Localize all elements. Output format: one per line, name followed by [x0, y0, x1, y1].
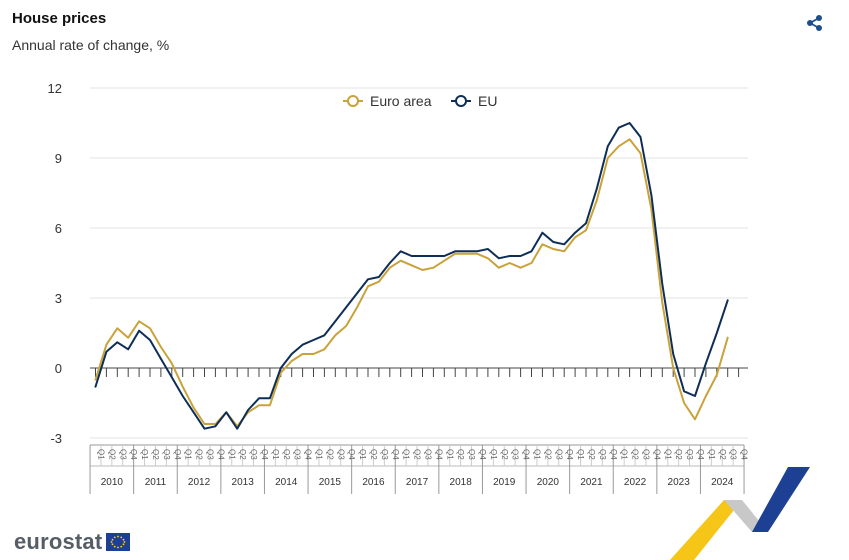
share-button[interactable]: [804, 12, 826, 34]
quarter-tick-label: Q4: [522, 449, 531, 460]
quarter-tick-label: Q3: [249, 449, 258, 460]
quarter-tick-label: Q1: [227, 449, 236, 460]
quarter-tick-label: Q3: [162, 449, 171, 460]
quarter-tick-label: Q4: [434, 449, 443, 460]
quarter-tick-label: Q4: [740, 449, 749, 460]
year-tick-label: 2021: [580, 477, 603, 488]
quarter-tick-label: Q2: [413, 449, 422, 460]
quarter-tick-label: Q3: [336, 449, 345, 460]
quarter-tick-label: Q4: [652, 449, 661, 460]
year-tick-label: 2011: [145, 477, 167, 488]
quarter-tick-label: Q3: [118, 449, 127, 460]
quarter-tick-label: Q4: [565, 449, 574, 460]
quarter-tick-label: Q1: [489, 449, 498, 460]
y-tick-label: 0: [55, 361, 62, 376]
quarter-tick-label: Q1: [358, 449, 367, 460]
quarter-tick-label: Q4: [391, 449, 400, 460]
quarter-tick-label: Q1: [620, 449, 629, 460]
decorative-chevron-graphic: [670, 467, 810, 560]
quarter-tick-label: Q4: [696, 449, 705, 460]
y-tick-label: 12: [48, 81, 62, 96]
year-tick-label: 2019: [493, 477, 516, 488]
quarter-tick-label: Q3: [206, 449, 215, 460]
quarter-tick-label: Q3: [685, 449, 694, 460]
year-tick-label: 2023: [668, 477, 691, 488]
quarter-tick-label: Q2: [543, 449, 552, 460]
quarter-tick-label: Q3: [511, 449, 520, 460]
quarter-tick-label: Q2: [674, 449, 683, 460]
quarter-tick-label: Q4: [347, 449, 356, 460]
quarter-tick-label: Q1: [402, 449, 411, 460]
year-tick-label: 2024: [711, 477, 734, 488]
quarter-tick-label: Q2: [587, 449, 596, 460]
y-tick-label: 6: [55, 221, 62, 236]
year-tick-label: 2010: [101, 477, 124, 488]
legend-symbol-marker-euro-area: [347, 95, 359, 107]
legend-label-euro-area: Euro area: [370, 93, 432, 109]
eu-flag-icon: [106, 533, 131, 551]
chart-title: House prices: [12, 10, 107, 27]
quarter-tick-label: Q3: [380, 449, 389, 460]
series-line-euro-area: [94, 138, 729, 428]
quarter-tick-label: Q2: [107, 449, 116, 460]
quarter-tick-label: Q2: [718, 449, 727, 460]
quarter-tick-label: Q4: [260, 449, 269, 460]
year-tick-label: 2015: [319, 477, 342, 488]
quarter-tick-label: Q1: [184, 449, 193, 460]
quarter-tick-label: Q1: [271, 449, 280, 460]
legend-symbol-marker-eu: [455, 95, 467, 107]
quarter-tick-label: Q1: [315, 449, 324, 460]
quarter-tick-label: Q1: [576, 449, 585, 460]
year-tick-label: 2012: [188, 477, 211, 488]
quarter-tick-label: Q1: [533, 449, 542, 460]
y-tick-label: -3: [50, 431, 62, 446]
quarter-tick-label: Q4: [478, 449, 487, 460]
quarter-tick-label: Q4: [609, 449, 618, 460]
quarter-tick-label: Q1: [445, 449, 454, 460]
year-tick-label: 2014: [275, 477, 298, 488]
quarter-tick-label: Q4: [129, 449, 138, 460]
quarter-tick-label: Q1: [97, 449, 106, 460]
year-tick-label: 2018: [450, 477, 473, 488]
quarter-tick-label: Q2: [500, 449, 509, 460]
quarter-tick-label: Q2: [369, 449, 378, 460]
year-tick-label: 2020: [537, 477, 560, 488]
legend-label-eu: EU: [478, 93, 497, 109]
y-tick-label: 9: [55, 151, 62, 166]
quarter-tick-label: Q4: [173, 449, 182, 460]
quarter-tick-label: Q1: [663, 449, 672, 460]
quarter-tick-label: Q3: [293, 449, 302, 460]
year-tick-label: 2016: [362, 477, 385, 488]
quarter-tick-label: Q1: [707, 449, 716, 460]
quarter-tick-label: Q2: [151, 449, 160, 460]
year-tick-label: 2013: [232, 477, 255, 488]
quarter-tick-label: Q2: [325, 449, 334, 460]
quarter-tick-label: Q3: [598, 449, 607, 460]
quarter-tick-label: Q3: [642, 449, 651, 460]
quarter-tick-label: Q3: [554, 449, 563, 460]
quarter-tick-label: Q2: [282, 449, 291, 460]
year-tick-label: 2017: [406, 477, 429, 488]
quarter-tick-label: Q3: [467, 449, 476, 460]
quarter-tick-label: Q3: [729, 449, 738, 460]
quarter-tick-label: Q1: [140, 449, 149, 460]
quarter-tick-label: Q2: [195, 449, 204, 460]
quarter-tick-label: Q2: [238, 449, 247, 460]
series-line-eu: [94, 122, 729, 430]
quarter-tick-label: Q4: [304, 449, 313, 460]
eurostat-logo: eurostat: [14, 529, 131, 555]
share-icon: [807, 15, 822, 31]
quarter-tick-label: Q2: [631, 449, 640, 460]
quarter-tick-label: Q3: [424, 449, 433, 460]
y-tick-label: 3: [55, 291, 62, 306]
year-tick-label: 2022: [624, 477, 647, 488]
quarter-tick-label: Q2: [456, 449, 465, 460]
quarter-tick-label: Q4: [216, 449, 225, 460]
chart-subtitle: Annual rate of change, %: [12, 37, 170, 53]
logo-text: eurostat: [14, 529, 103, 554]
